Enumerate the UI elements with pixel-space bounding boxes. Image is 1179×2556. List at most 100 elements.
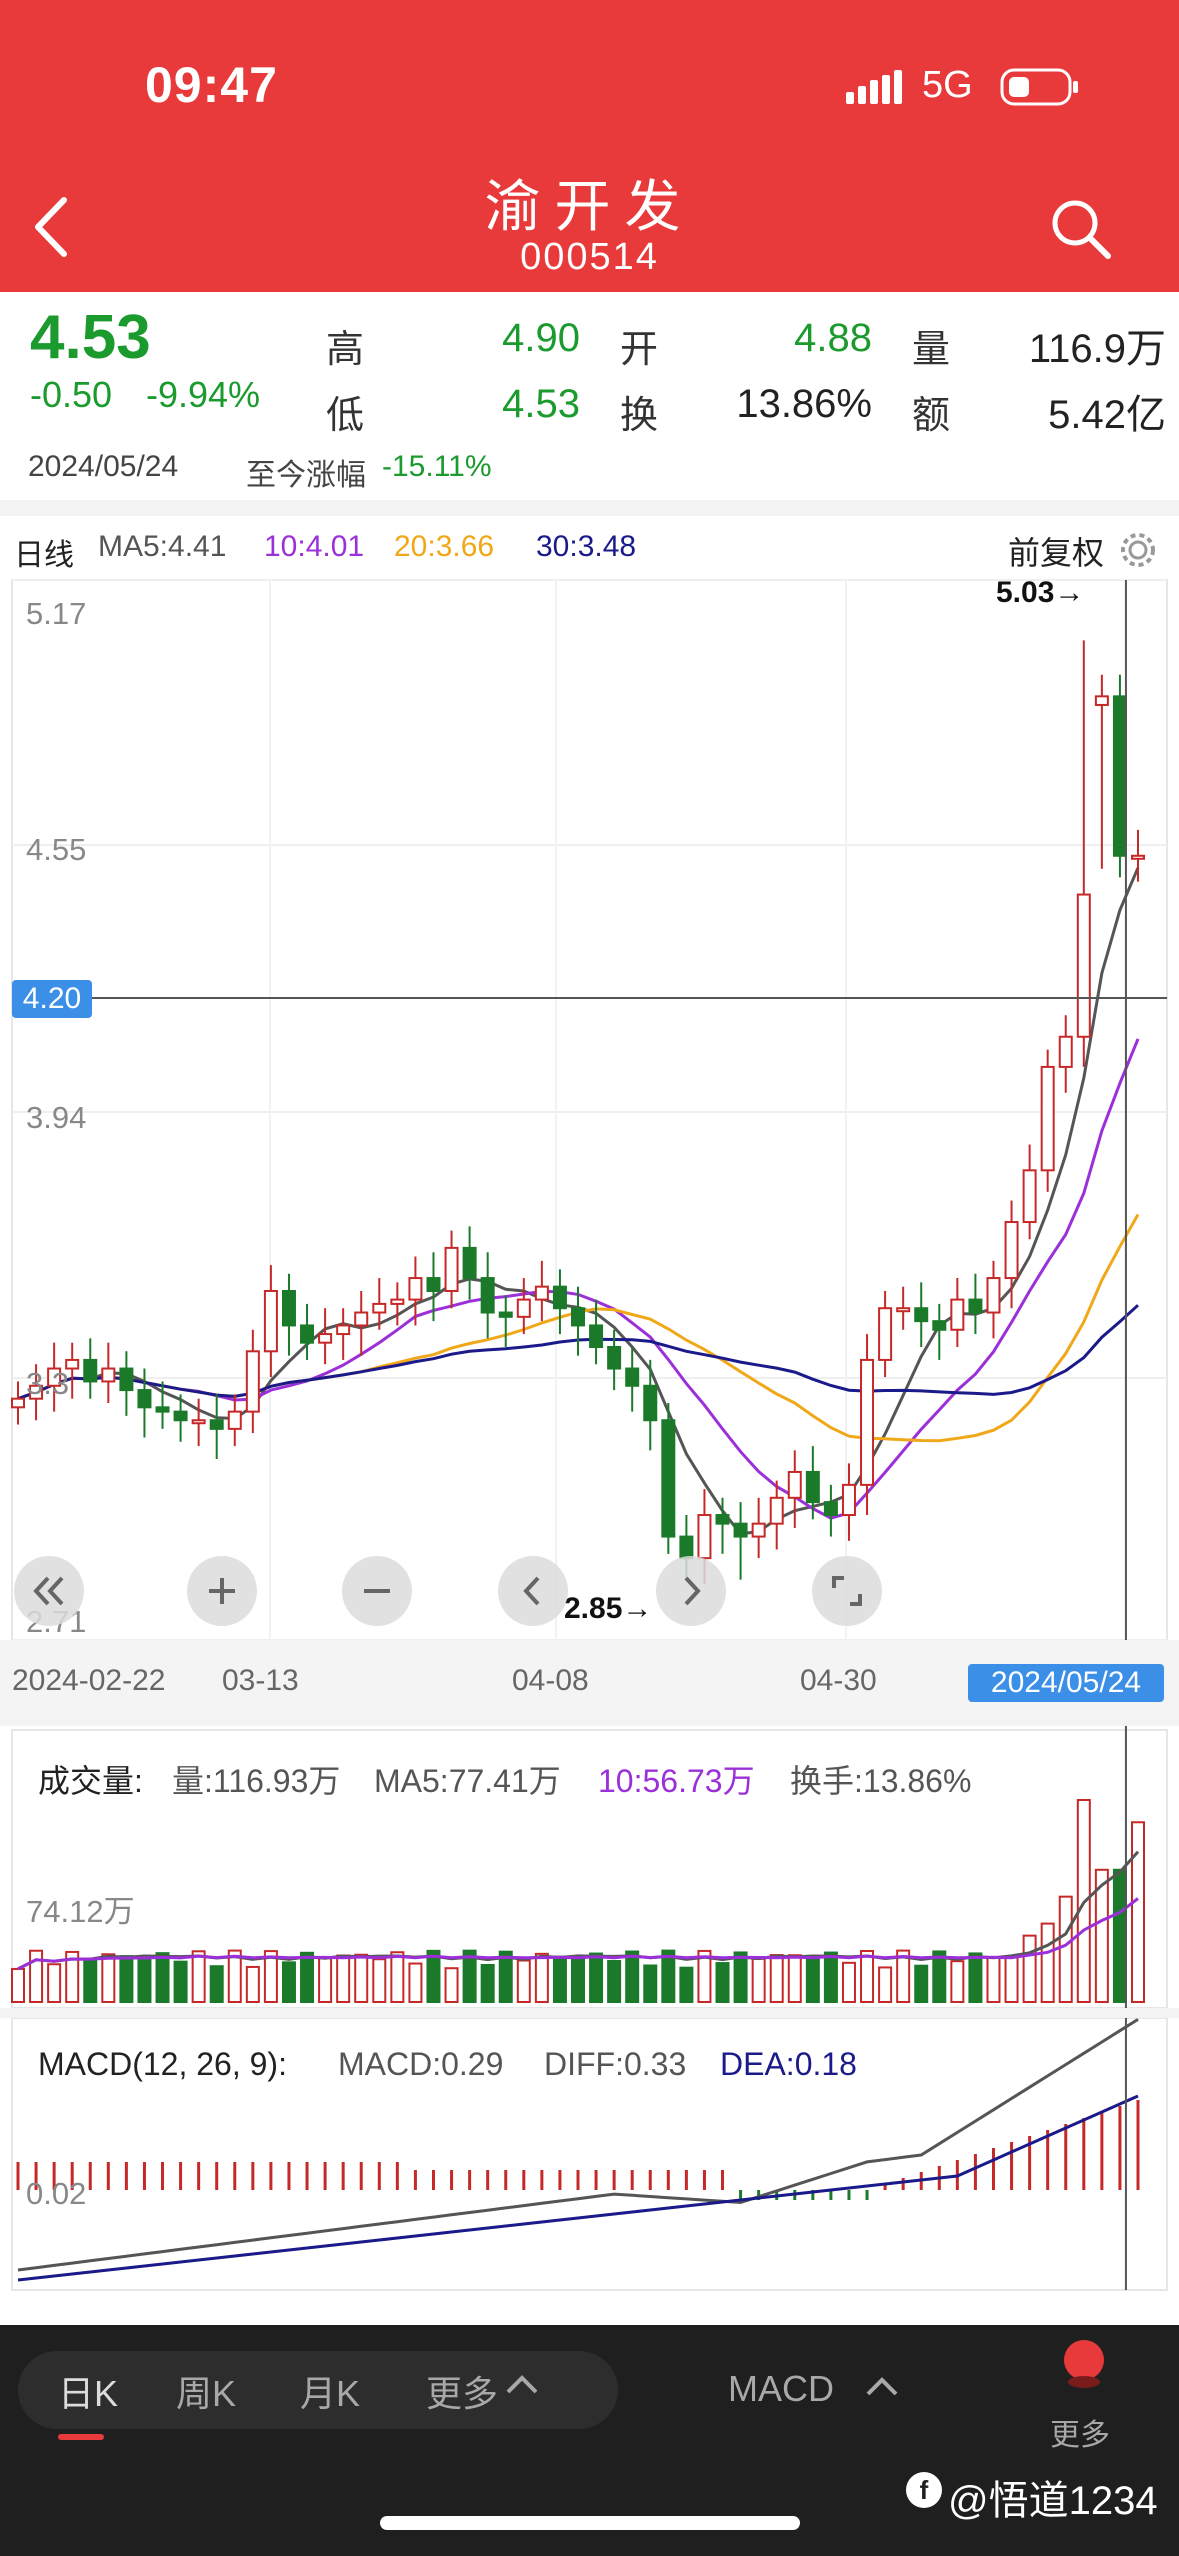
- macd-dea: DEA:0.18: [720, 2046, 857, 2082]
- volume-bar: [444, 1967, 459, 2003]
- volume-bar: [227, 1949, 242, 2003]
- chevron-up-icon[interactable]: [864, 2372, 900, 2402]
- tab-weekly-k[interactable]: 周K: [176, 2373, 237, 2414]
- more-button-icon[interactable]: [1062, 2336, 1106, 2396]
- tab-monthly-k[interactable]: 月K: [300, 2373, 361, 2414]
- macd-diff-line: [17, 2018, 1139, 2272]
- candle-body: [318, 1333, 333, 1344]
- candle-body: [119, 1367, 134, 1392]
- candle-body: [173, 1410, 188, 1422]
- candle-body: [191, 1419, 206, 1425]
- volume-turnover: 换手:13.86%: [790, 1763, 972, 1799]
- volume-bar: [101, 1953, 116, 2004]
- volume-bar: [65, 1950, 80, 2003]
- quote-date: 2024/05/24: [28, 450, 179, 483]
- volume-title: 成交量:: [38, 1763, 143, 1799]
- candle-body: [498, 1311, 513, 1318]
- volume-bar: [209, 1965, 224, 2004]
- chevron-up-icon[interactable]: [504, 2370, 540, 2400]
- selected-date-badge: 2024/05/24: [968, 1664, 1164, 1702]
- volume-bar: [841, 1961, 856, 2003]
- candle-body: [823, 1501, 838, 1517]
- date-label-2: 03-13: [222, 1664, 299, 1697]
- stock-code: 000514: [520, 236, 659, 278]
- scroll-left-button[interactable]: [498, 1556, 568, 1626]
- volume-bar: [498, 1950, 513, 2004]
- candle-body: [155, 1406, 170, 1413]
- network-label: 5G: [922, 64, 973, 106]
- price-change-pct: -9.94%: [146, 374, 261, 415]
- candle-body: [950, 1298, 965, 1331]
- candle-body: [426, 1277, 441, 1292]
- scroll-right-button[interactable]: [656, 1556, 726, 1626]
- period-switcher: [18, 2351, 618, 2429]
- candle-body: [805, 1470, 820, 1504]
- candle-body: [715, 1514, 730, 1525]
- candle-body: [625, 1367, 640, 1387]
- volume-ma5-line: [17, 1850, 1140, 1971]
- stat-label-amount: 额: [912, 395, 951, 437]
- candle-body: [607, 1345, 622, 1370]
- volume-bar: [462, 1949, 477, 2004]
- candle-body: [408, 1277, 423, 1301]
- plus-icon: [209, 1578, 235, 1604]
- ma10-value: 10:4.01: [264, 530, 365, 563]
- low-price-marker: 2.85→: [564, 1592, 653, 1625]
- back-icon[interactable]: [26, 192, 76, 262]
- minus-icon: [364, 1589, 390, 1593]
- stat-value-amount: 5.42亿: [1048, 393, 1166, 437]
- gear-icon[interactable]: [1118, 530, 1158, 570]
- candle-body: [245, 1350, 260, 1413]
- volume-bar: [552, 1955, 567, 2003]
- macd-diff: DIFF:0.33: [544, 2046, 687, 2082]
- candle-body: [1022, 1169, 1037, 1224]
- volume-bar: [173, 1960, 188, 2004]
- candle-body: [733, 1522, 748, 1538]
- volume-bar: [715, 1962, 730, 2003]
- volume-bar: [155, 1952, 170, 2003]
- candle-body: [643, 1384, 658, 1422]
- volume-bar: [589, 1952, 604, 2004]
- candle-body: [1058, 1035, 1073, 1068]
- candle-body: [896, 1307, 911, 1313]
- stat-label-open: 开: [620, 329, 659, 371]
- volume-bar: [318, 1957, 333, 2004]
- candle-body: [1131, 854, 1145, 860]
- date-label-3: 04-08: [512, 1664, 589, 1697]
- tab-more[interactable]: 更多: [426, 2373, 499, 2414]
- volume-bar: [679, 1966, 694, 2003]
- section-divider: [0, 500, 1179, 516]
- date-label-4: 04-30: [800, 1664, 877, 1697]
- ma5-line: [17, 867, 1140, 1536]
- weibo-icon: f: [904, 2470, 944, 2510]
- candle-body: [354, 1311, 369, 1327]
- stat-value-turnover: 13.86%: [736, 382, 872, 426]
- status-time: 09:47: [145, 57, 278, 113]
- zoom-in-button[interactable]: [187, 1556, 257, 1626]
- indicator-selector[interactable]: MACD: [728, 2368, 834, 2409]
- volume-bar: [607, 1959, 622, 2004]
- candle-body: [534, 1285, 549, 1301]
- volume-ma10-line: [17, 1897, 1139, 1971]
- macd-value: MACD:0.29: [338, 2046, 504, 2082]
- volume-value: 量:116.93万: [172, 1763, 341, 1799]
- zoom-out-button[interactable]: [342, 1556, 412, 1626]
- volume-bar: [751, 1957, 766, 2004]
- search-icon[interactable]: [1048, 196, 1114, 262]
- fullscreen-button[interactable]: [812, 1556, 882, 1626]
- tab-daily-k[interactable]: 日K: [58, 2373, 119, 2414]
- price-label-3: 3.94: [26, 1100, 87, 1135]
- rewind-button[interactable]: [14, 1556, 84, 1626]
- volume-bar: [805, 1957, 820, 2004]
- fullscreen-icon: [832, 1576, 862, 1606]
- section-divider: [0, 2008, 1179, 2018]
- ytd-value: -15.11%: [382, 450, 492, 483]
- active-tab-indicator: [58, 2434, 104, 2440]
- kline-period-label[interactable]: 日线: [14, 539, 74, 572]
- candle-body: [11, 1397, 25, 1409]
- adjust-mode[interactable]: 前复权: [1008, 535, 1105, 571]
- candle-body: [263, 1289, 278, 1353]
- more-button-label[interactable]: 更多: [1050, 2419, 1110, 2452]
- panel-frame: [11, 579, 1168, 1641]
